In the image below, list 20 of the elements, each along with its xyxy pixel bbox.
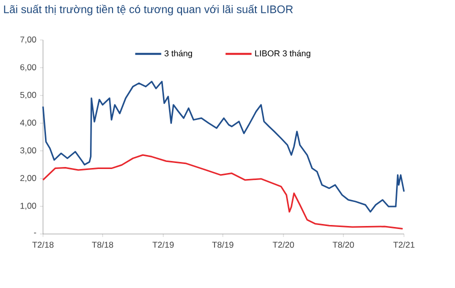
legend-label: 3 tháng	[164, 50, 192, 58]
x-tick-label: T2/19	[152, 242, 174, 248]
legend-label: LIBOR 3 tháng	[255, 50, 310, 58]
chart-title: Lãi suất thị trường tiền tệ có tương quan với lãi suất LIBOR	[4, 4, 293, 16]
x-tick-label: T8/20	[332, 242, 354, 248]
y-tick-label: 6,00	[20, 64, 36, 72]
x-tick-label: T2/20	[272, 242, 294, 248]
y-tick-label: 7,00	[20, 36, 36, 44]
y-tick-label: 1,00	[20, 202, 36, 210]
x-tick-label: T8/19	[212, 242, 234, 248]
y-tick-label: 3,00	[20, 147, 36, 154]
x-tick-label: T2/21	[393, 242, 414, 248]
y-tick-label: 4,00	[20, 120, 36, 127]
line-series	[42, 154, 404, 230]
y-tick-label: 2,00	[20, 175, 36, 182]
x-tick-label: T2/18	[32, 242, 54, 248]
y-tick-label: 5,00	[20, 92, 36, 99]
y-tick-label: -	[34, 232, 36, 234]
x-tick-label: T8/18	[92, 242, 114, 248]
line-series	[42, 80, 405, 213]
